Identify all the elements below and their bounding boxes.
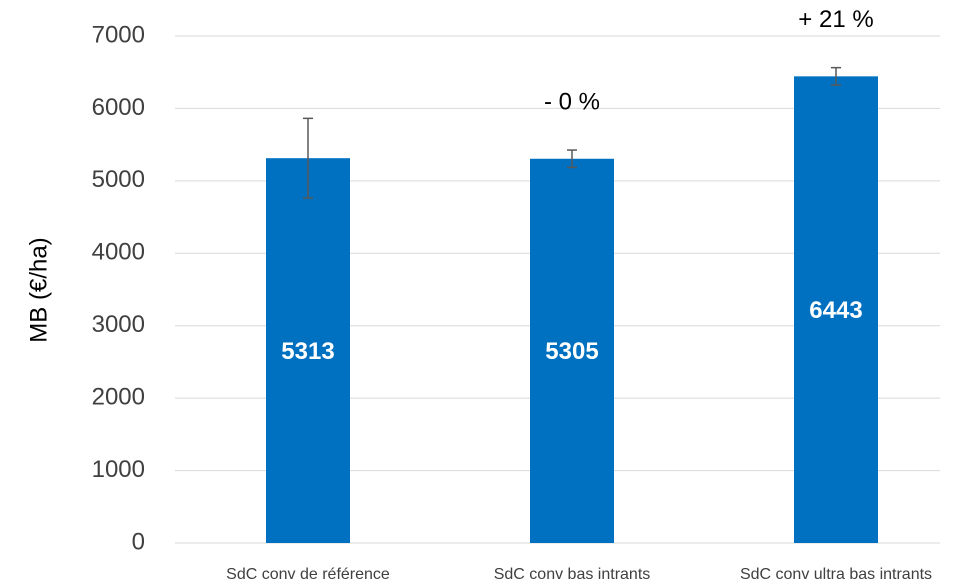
y-tick-label: 3000	[92, 311, 145, 338]
y-tick-label: 6000	[92, 94, 145, 121]
x-tick-label: SdC conv ultra bas intrants	[740, 566, 932, 583]
y-tick-label: 5000	[92, 166, 145, 193]
y-tick-label: 4000	[92, 239, 145, 266]
annotation: + 21 %	[798, 6, 873, 33]
bar	[266, 158, 350, 543]
bar	[794, 76, 878, 543]
x-tick-label: SdC conv bas intrants	[494, 566, 651, 583]
y-tick-label: 0	[132, 528, 145, 555]
value-label: 5313	[281, 338, 334, 365]
value-label: 5305	[545, 338, 598, 365]
bar	[530, 158, 614, 544]
y-tick-label: 1000	[92, 456, 145, 483]
annotation: - 0 %	[544, 88, 600, 115]
x-tick-label: SdC conv de référence	[226, 566, 390, 583]
y-tick-label: 7000	[92, 21, 145, 48]
value-label: 6443	[809, 297, 862, 324]
y-tick-label: 2000	[92, 383, 145, 410]
y-axis-label: MB (€/ha)	[25, 237, 52, 342]
